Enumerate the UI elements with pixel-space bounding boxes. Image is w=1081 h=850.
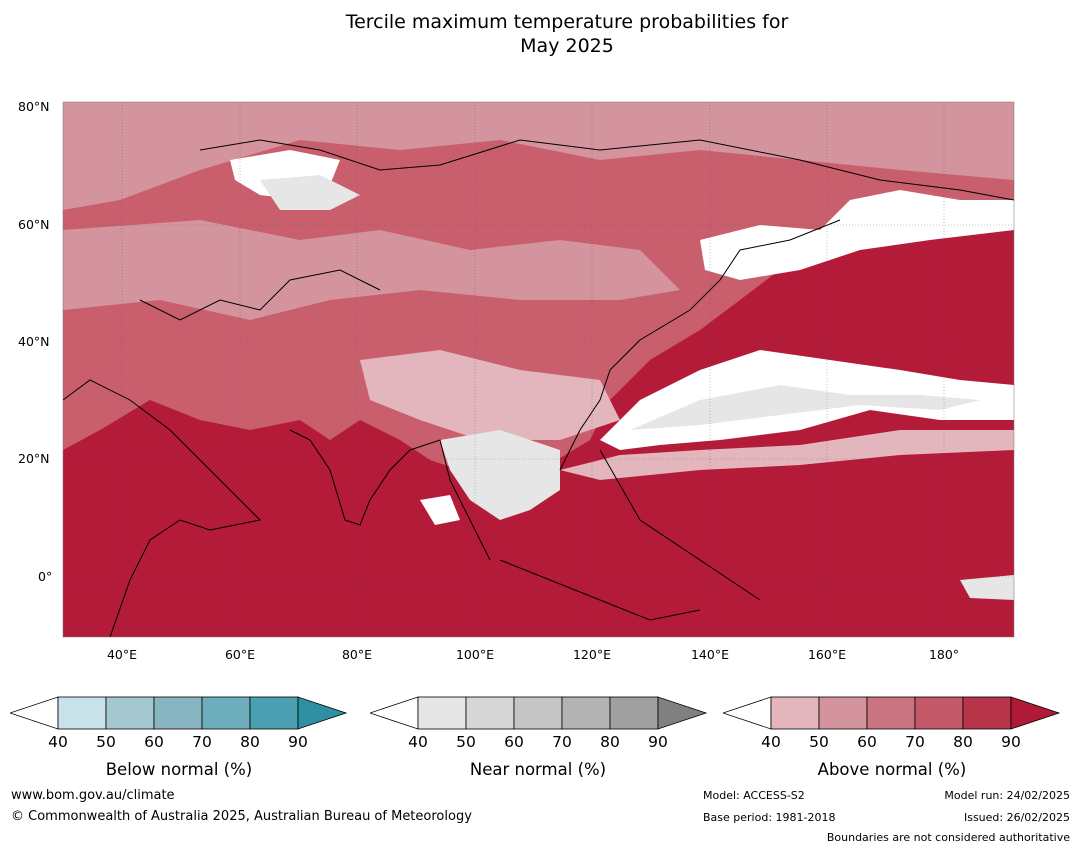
lat-label-20n: 20°N [18, 451, 50, 466]
colorbar-segment [513, 696, 563, 730]
lat-label-40n: 40°N [18, 334, 50, 349]
colorbar-segment [962, 696, 1012, 730]
title-line-1: Tercile maximum temperature probabilitie… [345, 11, 789, 33]
colorbar-high-arrow [657, 696, 708, 730]
lon-label-140e: 140°E [690, 647, 729, 662]
colorbar-segment [249, 696, 299, 730]
copyright-text: © Commonwealth of Australia 2025, Austra… [11, 809, 472, 824]
model-name: Model: ACCESS-S2 [703, 789, 805, 802]
colorbar-segment [770, 696, 820, 730]
colorbar-tick-label: 60 [857, 733, 877, 751]
colorbar-segment [57, 696, 107, 730]
colorbar-tick-label: 90 [648, 733, 668, 751]
boundaries-disclaimer: Boundaries are not considered authoritat… [826, 831, 1070, 844]
lat-label-60n: 60°N [18, 217, 50, 232]
lon-label-40e: 40°E [106, 647, 138, 662]
colorbar-segment [609, 696, 659, 730]
pacific-grey-band [630, 385, 980, 430]
issued-date: Issued: 26/02/2025 [963, 811, 1070, 824]
website-url[interactable]: www.bom.gov.au/climate [11, 788, 175, 803]
lon-label-160e: 160°E [807, 647, 846, 662]
colorbar-near-normal [370, 696, 708, 730]
lat-label-0: 0° [38, 569, 53, 584]
indochina-grey-patch [440, 430, 560, 520]
colorbar-tick-label: 90 [288, 733, 308, 751]
colorbar-tick-label: 40 [408, 733, 428, 751]
lat-label-80n: 80°N [18, 99, 50, 114]
colorbar-segment [914, 696, 964, 730]
pacific-pink-band [560, 430, 1014, 480]
arctic-light-region [63, 102, 1014, 210]
model-run-date: Model run: 24/02/2025 [944, 789, 1070, 802]
lon-label-60e: 60°E [224, 647, 256, 662]
colorbar-tick-label: 50 [96, 733, 116, 751]
colorbar-segment [465, 696, 515, 730]
east-siberia-white-patch [700, 190, 1014, 280]
lon-label-120e: 120°E [572, 647, 611, 662]
coastlines [63, 139, 1014, 637]
title-line-2: May 2025 [520, 35, 614, 57]
colorbar-low-arrow [10, 696, 59, 730]
colorbar-segment [201, 696, 251, 730]
colorbar-segment [105, 696, 155, 730]
colorbar-tick-label: 70 [192, 733, 212, 751]
colorbar-tick-label: 90 [1001, 733, 1021, 751]
colorbar-tick-label: 80 [600, 733, 620, 751]
below-normal-label: Below normal (%) [105, 760, 253, 779]
colorbar-tick-label: 50 [456, 733, 476, 751]
base-period: Base period: 1981-2018 [703, 811, 836, 824]
equatorial-grey-patch [960, 575, 1014, 600]
near-normal-label: Near normal (%) [469, 760, 607, 779]
lon-label-180: 180° [928, 647, 960, 662]
lon-label-100e: 100°E [455, 647, 494, 662]
colorbar-tick-label: 40 [48, 733, 68, 751]
colorbar-tick-label: 70 [552, 733, 572, 751]
colorbar-below-normal [10, 696, 348, 730]
colorbar-low-arrow [723, 696, 772, 730]
chart-title: Tercile maximum temperature probabilitie… [0, 10, 1081, 58]
map-frame [62, 101, 1015, 638]
above-normal-label: Above normal (%) [817, 760, 967, 779]
colorbar-tick-label: 40 [761, 733, 781, 751]
colorbar-segment [417, 696, 467, 730]
siberia-grey-patch [260, 175, 360, 210]
colorbar-high-arrow [1010, 696, 1061, 730]
colorbar-tick-label: 70 [905, 733, 925, 751]
colorbar-segment [866, 696, 916, 730]
tibet-light-region [360, 350, 620, 440]
lon-label-80e: 80°E [341, 647, 373, 662]
colorbar-tick-label: 60 [504, 733, 524, 751]
colorbar-segment [561, 696, 611, 730]
graticule [63, 102, 1014, 637]
probability-map [62, 101, 1015, 638]
bay-white-patch [420, 495, 460, 525]
colorbar-tick-label: 60 [144, 733, 164, 751]
colorbar-low-arrow [370, 696, 419, 730]
colorbar-above-normal [723, 696, 1061, 730]
colorbar-segment [818, 696, 868, 730]
colorbar-tick-label: 50 [809, 733, 829, 751]
colorbar-tick-label: 80 [240, 733, 260, 751]
central-asia-light-region [63, 220, 680, 320]
colorbar-segment [153, 696, 203, 730]
colorbar-high-arrow [297, 696, 348, 730]
colorbar-tick-label: 80 [953, 733, 973, 751]
